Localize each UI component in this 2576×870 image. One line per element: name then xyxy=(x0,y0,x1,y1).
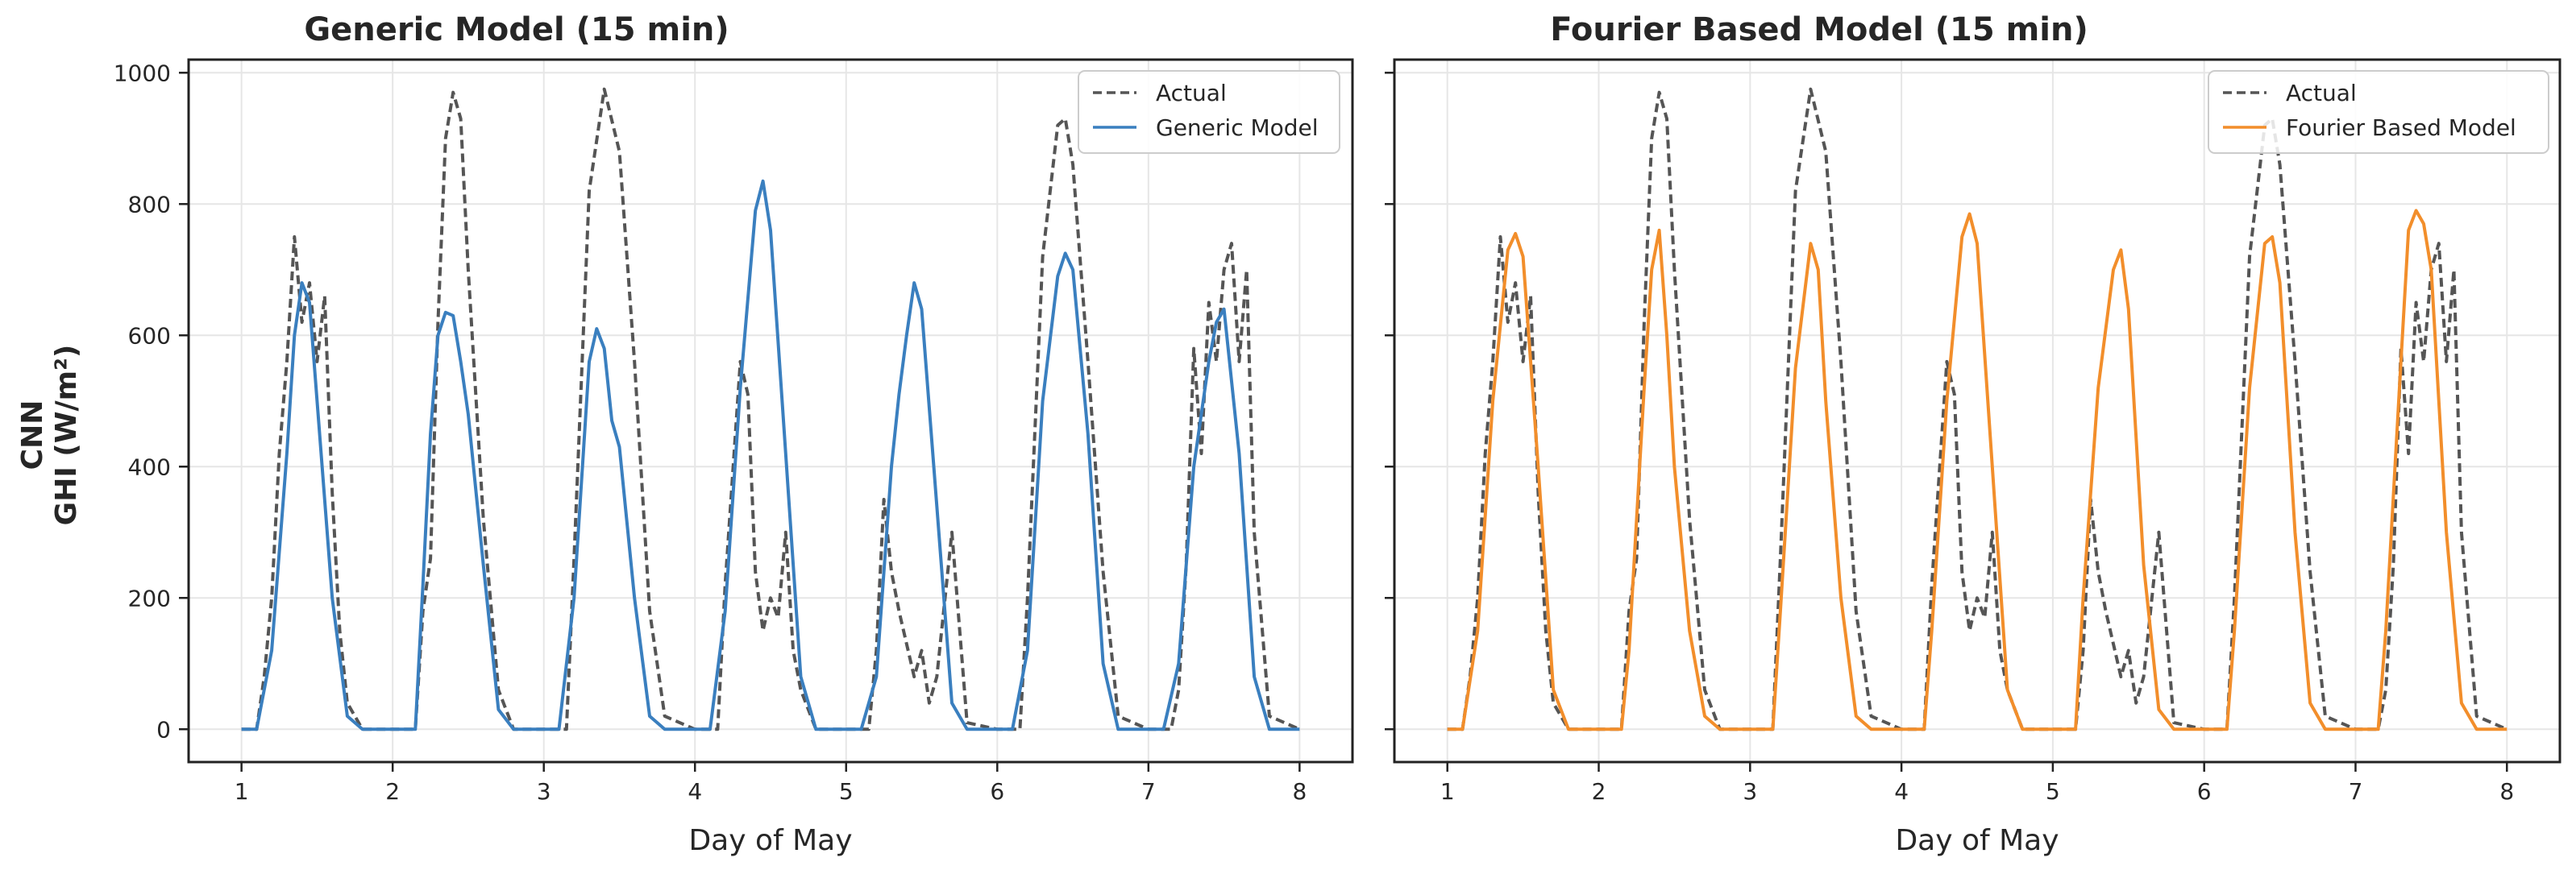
y-ticks xyxy=(1385,72,1394,731)
y-ticks: 0 200 400 600 800 1000 xyxy=(114,60,189,743)
legend: Actual Fourier Based Model xyxy=(2208,70,2549,154)
y-axis-label-line2: GHI (W/m²) xyxy=(50,345,83,526)
y-tick-label: 800 xyxy=(128,191,171,218)
legend-label-actual: Actual xyxy=(2286,80,2357,106)
legend-box xyxy=(2208,70,2549,154)
x-tick-label: 2 xyxy=(385,778,400,805)
series-group xyxy=(241,87,1301,731)
axes-frame xyxy=(1393,58,2561,764)
x-tick-label: 7 xyxy=(1141,778,1156,805)
x-tick-label: 3 xyxy=(1743,778,1757,805)
y-tick-label: 400 xyxy=(128,454,171,480)
x-tick-label: 6 xyxy=(990,778,1004,805)
y-tick-label: 0 xyxy=(156,716,171,743)
x-tick-label: 3 xyxy=(537,778,551,805)
x-tick-label: 6 xyxy=(2197,778,2212,805)
y-tick-label: 600 xyxy=(128,322,171,349)
x-tick-label: 4 xyxy=(688,778,702,805)
y-axis-label-line1: CNN xyxy=(16,400,49,470)
legend-label-generic: Generic Model xyxy=(1156,114,1319,141)
y-tick-label: 200 xyxy=(128,585,171,611)
y-tick-label: 1000 xyxy=(114,60,171,86)
chart-title: Generic Model (15 min) xyxy=(304,11,729,48)
grid xyxy=(189,60,1352,762)
x-tick-label: 2 xyxy=(1592,778,1606,805)
series-line-actual xyxy=(1447,87,2508,731)
legend-box xyxy=(1078,70,1340,154)
panel-fourier: Fourier Based Model (15 min) 1 2 3 4 5 6 7 8 Da… xyxy=(1385,11,2561,857)
legend-label-fourier: Fourier Based Model xyxy=(2286,114,2516,141)
x-tick-label: 1 xyxy=(235,778,249,805)
series-line-actual xyxy=(241,87,1301,731)
x-tick-label: 1 xyxy=(1440,778,1455,805)
x-tick-label: 8 xyxy=(2499,778,2514,805)
axes-frame xyxy=(187,58,1354,764)
legend: Actual Generic Model xyxy=(1078,70,1340,154)
series-group xyxy=(1447,87,2508,731)
x-tick-label: 4 xyxy=(1894,778,1909,805)
legend-label-actual: Actual xyxy=(1156,80,1227,106)
chart-title: Fourier Based Model (15 min) xyxy=(1550,11,2088,48)
x-axis-label: Day of May xyxy=(1895,824,2059,857)
x-ticks: 1 2 3 4 5 6 7 8 xyxy=(1440,762,2514,805)
series-line-fourier-based-model xyxy=(1447,209,2507,731)
x-axis-label: Day of May xyxy=(688,824,852,857)
x-tick-label: 7 xyxy=(2349,778,2363,805)
x-tick-label: 8 xyxy=(1292,778,1307,805)
x-ticks: 1 2 3 4 5 6 7 8 xyxy=(235,762,1307,805)
x-tick-label: 5 xyxy=(839,778,854,805)
x-tick-label: 5 xyxy=(2046,778,2060,805)
grid xyxy=(1394,60,2560,762)
panel-generic: Generic Model (15 min) 0 200 400 600 800 1000… xyxy=(16,11,1354,857)
series-line-generic-model xyxy=(241,179,1300,731)
